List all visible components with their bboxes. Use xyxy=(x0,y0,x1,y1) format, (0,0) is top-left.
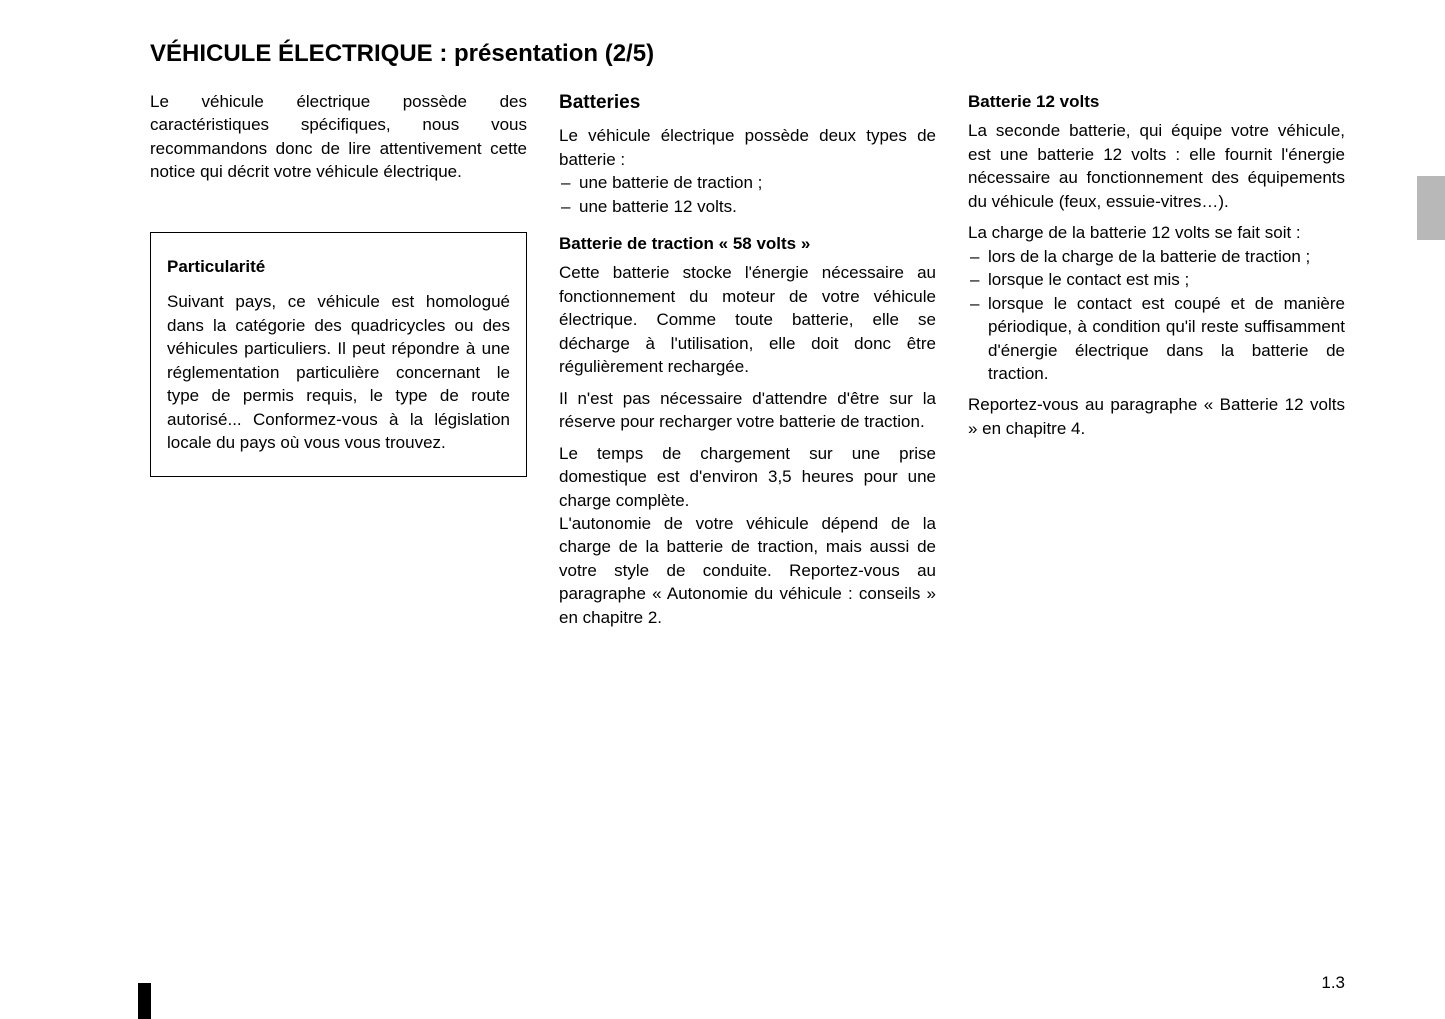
box-body: Suivant pays, ce véhicule est homologué … xyxy=(167,290,510,454)
traction-battery-heading: Batterie de traction « 58 volts » xyxy=(559,232,936,255)
content-columns: Le véhicule électrique possède des carac… xyxy=(150,90,1345,637)
list-item: –lorsque le contact est coupé et de mani… xyxy=(968,292,1345,386)
intro-paragraph: Le véhicule électrique possède des carac… xyxy=(150,90,527,184)
dash-icon: – xyxy=(968,292,988,386)
list-item: –une batterie de traction ; xyxy=(559,171,936,194)
list-item: –une batterie 12 volts. xyxy=(559,195,936,218)
side-tab-marker xyxy=(1417,176,1445,240)
list-text: lorsque le contact est mis ; xyxy=(988,268,1345,291)
battery-12v-heading: Batterie 12 volts xyxy=(968,90,1345,113)
list-item: –lors de la charge de la batterie de tra… xyxy=(968,245,1345,268)
batteries-heading: Batteries xyxy=(559,90,936,116)
paragraph: Reportez-vous au paragraphe « Batterie 1… xyxy=(968,393,1345,440)
batteries-intro: Le véhicule électrique possède deux type… xyxy=(559,124,936,171)
list-item: –lorsque le contact est mis ; xyxy=(968,268,1345,291)
list-text: lors de la charge de la batterie de trac… xyxy=(988,245,1345,268)
paragraph: Le temps de chargement sur une prise dom… xyxy=(559,442,936,512)
paragraph: La charge de la batterie 12 volts se fai… xyxy=(968,221,1345,244)
box-title: Particularité xyxy=(167,255,510,278)
paragraph: Cette batterie stocke l'énergie nécessai… xyxy=(559,261,936,378)
column-1: Le véhicule électrique possède des carac… xyxy=(150,90,527,637)
page-title: VÉHICULE ÉLECTRIQUE : présentation (2/5) xyxy=(150,40,1345,68)
list-text: une batterie de traction ; xyxy=(579,171,936,194)
dash-icon: – xyxy=(559,171,579,194)
dash-icon: – xyxy=(559,195,579,218)
paragraph: Il n'est pas nécessaire d'attendre d'êtr… xyxy=(559,387,936,434)
column-2: Batteries Le véhicule électrique possède… xyxy=(559,90,936,637)
battery-types-list: –une batterie de traction ; –une batteri… xyxy=(559,171,936,218)
bottom-crop-mark xyxy=(138,983,151,1019)
charge-conditions-list: –lors de la charge de la batterie de tra… xyxy=(968,245,1345,386)
note-box: Particularité Suivant pays, ce véhicule … xyxy=(150,232,527,478)
paragraph: La seconde batterie, qui équipe votre vé… xyxy=(968,119,1345,213)
list-text: lorsque le contact est coupé et de maniè… xyxy=(988,292,1345,386)
dash-icon: – xyxy=(968,268,988,291)
paragraph: L'autonomie de votre véhicule dépend de … xyxy=(559,512,936,629)
manual-page: VÉHICULE ÉLECTRIQUE : présentation (2/5)… xyxy=(0,0,1445,1019)
dash-icon: – xyxy=(968,245,988,268)
list-text: une batterie 12 volts. xyxy=(579,195,936,218)
page-number: 1.3 xyxy=(1321,973,1345,993)
column-3: Batterie 12 volts La seconde batterie, q… xyxy=(968,90,1345,637)
